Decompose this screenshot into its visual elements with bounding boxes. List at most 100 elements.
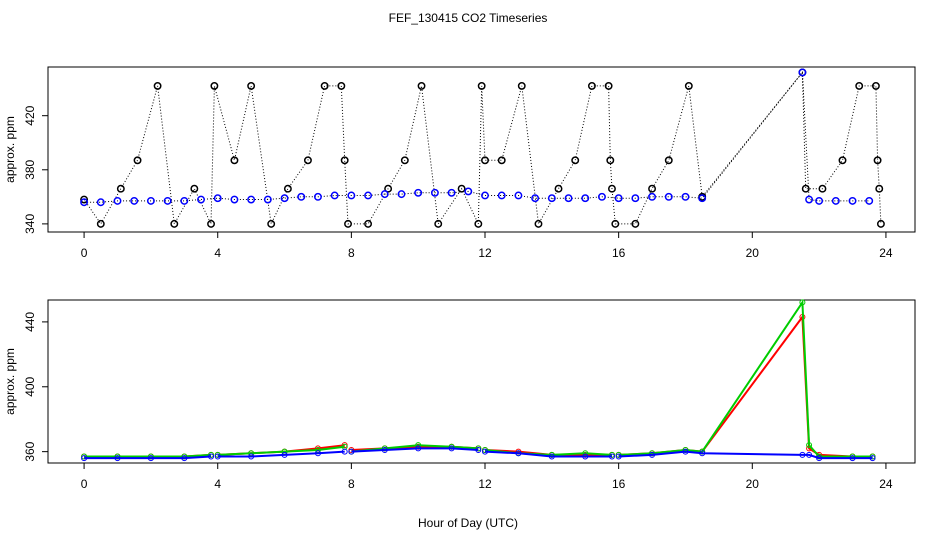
point xyxy=(230,156,239,165)
x-tick-label: 4 xyxy=(214,477,221,491)
point xyxy=(631,194,640,203)
point xyxy=(554,184,563,193)
point xyxy=(497,156,506,165)
point xyxy=(581,194,590,203)
point xyxy=(648,192,657,201)
point xyxy=(873,156,882,165)
point xyxy=(805,195,814,204)
point xyxy=(380,190,389,199)
point xyxy=(337,81,346,90)
point xyxy=(604,81,613,90)
point xyxy=(448,445,455,452)
point xyxy=(314,450,321,457)
x-tick-label: 4 xyxy=(214,246,221,260)
point xyxy=(163,196,172,205)
point xyxy=(213,194,222,203)
point xyxy=(611,219,620,228)
series-line xyxy=(84,299,873,458)
point xyxy=(606,156,615,165)
point xyxy=(816,455,823,462)
point xyxy=(267,219,276,228)
point xyxy=(838,156,847,165)
point xyxy=(865,196,874,205)
y-tick-label: 420 xyxy=(23,105,37,125)
point xyxy=(477,81,486,90)
point xyxy=(464,187,473,196)
point xyxy=(280,194,289,203)
point xyxy=(415,445,422,452)
point xyxy=(364,191,373,200)
point xyxy=(133,156,142,165)
y-axis-label: approx. ppm xyxy=(3,116,17,183)
point xyxy=(297,192,306,201)
x-axis-label: Hour of Day (UTC) xyxy=(418,516,518,530)
point xyxy=(347,191,356,200)
plot-frame xyxy=(47,299,916,464)
point xyxy=(664,192,673,201)
x-tick-label: 8 xyxy=(348,246,355,260)
point xyxy=(81,455,88,462)
point xyxy=(564,194,573,203)
point xyxy=(801,184,810,193)
connector xyxy=(84,71,870,203)
point xyxy=(475,447,482,454)
point xyxy=(831,196,840,205)
point xyxy=(515,450,522,457)
point xyxy=(806,451,813,458)
point xyxy=(153,81,162,90)
point xyxy=(514,191,523,200)
point xyxy=(397,190,406,199)
point xyxy=(474,219,483,228)
point xyxy=(608,184,616,193)
point xyxy=(340,156,349,165)
point xyxy=(197,195,205,204)
point xyxy=(799,451,806,458)
point xyxy=(207,219,215,228)
point xyxy=(799,299,806,306)
point xyxy=(547,194,556,203)
x-tick-label: 0 xyxy=(81,477,88,491)
point xyxy=(481,156,489,165)
point xyxy=(170,219,179,228)
x-tick-label: 0 xyxy=(81,246,88,260)
point xyxy=(320,81,329,90)
x-tick-label: 12 xyxy=(478,246,492,260)
point xyxy=(871,81,880,90)
point xyxy=(531,194,540,203)
point xyxy=(230,195,239,204)
point xyxy=(381,447,388,454)
point xyxy=(116,184,125,193)
x-tick-label: 16 xyxy=(612,246,626,260)
point xyxy=(517,81,526,90)
point xyxy=(497,191,506,200)
point xyxy=(815,196,824,205)
plot-frame xyxy=(47,66,916,233)
point xyxy=(875,184,884,193)
point xyxy=(818,184,827,193)
point xyxy=(869,455,876,462)
connector xyxy=(83,71,882,226)
point xyxy=(608,453,615,460)
y-tick-label: 380 xyxy=(23,159,37,179)
y-tick-label: 400 xyxy=(23,376,37,396)
point xyxy=(587,81,596,90)
point xyxy=(876,219,885,228)
x-tick-label: 20 xyxy=(746,246,760,260)
point xyxy=(614,194,623,203)
point xyxy=(281,451,288,458)
point xyxy=(414,188,423,197)
series-line xyxy=(84,314,873,458)
point xyxy=(615,453,622,460)
point xyxy=(146,196,155,205)
point xyxy=(664,156,673,165)
point xyxy=(648,184,657,193)
point xyxy=(548,453,555,460)
point xyxy=(597,192,606,201)
point xyxy=(180,196,189,205)
point xyxy=(649,451,656,458)
point xyxy=(210,81,219,90)
point xyxy=(208,453,215,460)
point xyxy=(699,450,706,457)
point xyxy=(430,188,439,197)
